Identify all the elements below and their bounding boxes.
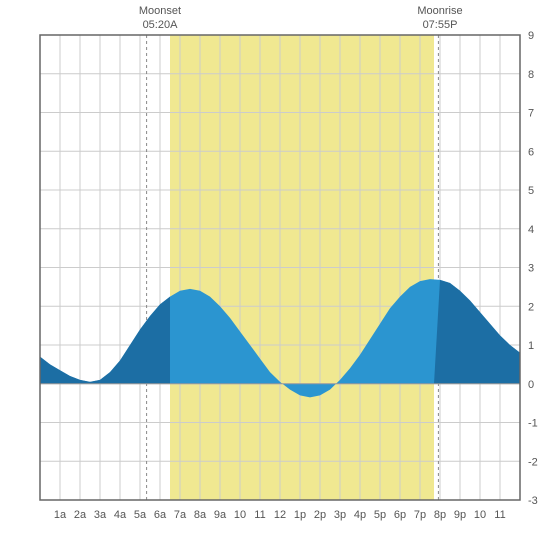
x-tick-label: 8p <box>434 509 446 521</box>
y-tick-label: 3 <box>528 263 534 275</box>
moonset-title: Moonset <box>139 5 181 17</box>
moonrise-time: 07:55P <box>423 19 458 31</box>
x-tick-label: 12 <box>274 509 286 521</box>
x-tick-label: 9p <box>454 509 466 521</box>
y-tick-label: 6 <box>528 146 534 158</box>
moonrise-label: Moonrise 07:55P <box>400 4 480 33</box>
x-tick-label: 5p <box>374 509 386 521</box>
y-tick-label: -2 <box>528 456 538 468</box>
x-tick-label: 11 <box>254 509 265 521</box>
x-tick-label: 9a <box>214 509 227 521</box>
y-tick-label: 7 <box>528 108 534 120</box>
x-tick-label: 10 <box>474 509 486 521</box>
y-tick-label: 1 <box>528 340 534 352</box>
y-tick-label: 5 <box>528 185 534 197</box>
y-tick-label: 4 <box>528 224 534 236</box>
y-tick-label: 8 <box>528 69 534 81</box>
x-tick-label: 8a <box>194 509 207 521</box>
moonset-time: 05:20A <box>143 19 178 31</box>
x-tick-label: 2p <box>314 509 326 521</box>
moonrise-title: Moonrise <box>417 5 462 17</box>
x-tick-label: 2a <box>74 509 87 521</box>
x-tick-label: 4a <box>114 509 127 521</box>
x-tick-label: 10 <box>234 509 246 521</box>
tide-chart: Moonset 05:20A Moonrise 07:55P -3-2-1012… <box>0 0 550 550</box>
x-tick-label: 3a <box>94 509 107 521</box>
x-tick-label: 11 <box>494 509 505 521</box>
y-tick-label: 0 <box>528 379 534 391</box>
y-tick-label: 2 <box>528 301 534 313</box>
x-tick-label: 4p <box>354 509 366 521</box>
x-tick-label: 3p <box>334 509 346 521</box>
x-tick-label: 6a <box>154 509 167 521</box>
chart-svg: -3-2-101234567891a2a3a4a5a6a7a8a9a101112… <box>0 0 550 550</box>
x-tick-label: 1a <box>54 509 67 521</box>
x-tick-label: 7p <box>414 509 426 521</box>
y-tick-label: -3 <box>528 495 538 507</box>
x-tick-label: 5a <box>134 509 147 521</box>
y-tick-label: 9 <box>528 30 534 42</box>
y-tick-label: -1 <box>528 418 538 430</box>
x-tick-label: 6p <box>394 509 406 521</box>
x-tick-label: 1p <box>294 509 306 521</box>
moonset-label: Moonset 05:20A <box>120 4 200 33</box>
x-tick-label: 7a <box>174 509 187 521</box>
